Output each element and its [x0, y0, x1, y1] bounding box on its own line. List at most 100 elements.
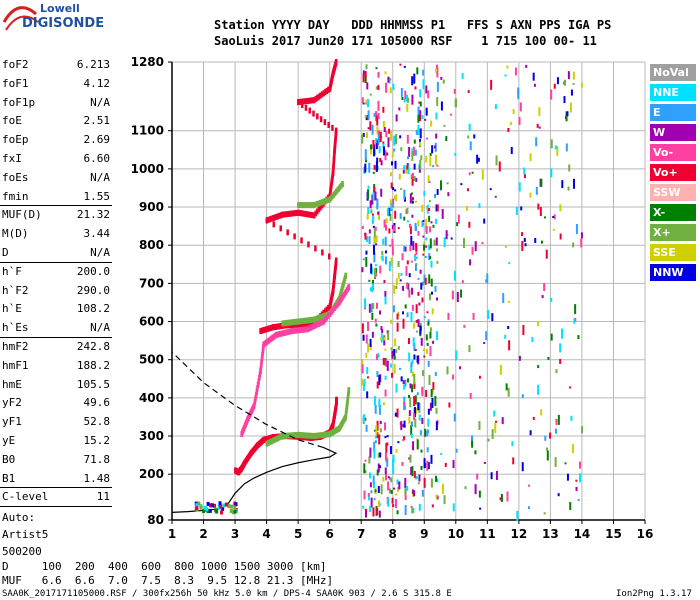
- noise-point: [572, 71, 575, 80]
- noise-point: [543, 216, 546, 219]
- echo-point: [272, 221, 276, 228]
- noise-point: [388, 128, 391, 134]
- echo-point: [253, 399, 257, 406]
- noise-point: [447, 312, 450, 320]
- noise-point: [423, 477, 426, 488]
- param-row-fof1p: foF1p N/A: [2, 96, 110, 114]
- echo-point: [290, 328, 294, 335]
- noise-point: [472, 312, 475, 320]
- noise-point: [446, 182, 449, 185]
- noise-point: [489, 188, 492, 191]
- echo-point: [230, 504, 234, 509]
- echo-point: [222, 503, 226, 508]
- echo-point: [289, 432, 292, 439]
- echo-point: [312, 433, 316, 440]
- echo-point: [316, 315, 319, 322]
- noise-point: [375, 323, 378, 327]
- echo-point: [284, 329, 288, 336]
- echo-point: [306, 202, 310, 209]
- echo-point: [303, 210, 306, 217]
- noise-point: [581, 426, 584, 434]
- echo-point: [292, 327, 295, 334]
- y-tick-label: 1280: [131, 55, 164, 69]
- echo-point: [224, 502, 228, 507]
- noise-point: [414, 149, 417, 156]
- noise-point: [397, 441, 400, 444]
- noise-point: [413, 490, 416, 497]
- noise-point: [382, 402, 385, 406]
- noise-point: [395, 493, 398, 496]
- noise-point: [393, 225, 396, 232]
- noise-point: [469, 259, 472, 266]
- noise-point: [367, 343, 370, 353]
- echo-point: [329, 194, 333, 201]
- echo-point: [323, 431, 327, 438]
- param-row-ye: yE 15.2: [2, 434, 110, 452]
- echo-point: [278, 212, 281, 219]
- noise-point: [412, 508, 415, 514]
- echo-point: [282, 432, 286, 439]
- noise-point: [397, 272, 400, 279]
- noise-point: [550, 89, 553, 100]
- noise-point: [417, 230, 420, 236]
- echo-point: [229, 508, 233, 513]
- echo-point: [308, 432, 311, 439]
- noise-point: [430, 221, 433, 224]
- noise-point: [384, 71, 387, 75]
- noise-point: [455, 448, 458, 453]
- noise-point: [364, 508, 367, 511]
- noise-point: [423, 355, 426, 358]
- noise-point: [430, 389, 433, 398]
- noise-point: [435, 204, 438, 212]
- param-label: hmF1: [2, 358, 29, 372]
- noise-point: [402, 380, 405, 385]
- noise-point: [525, 64, 528, 68]
- noise-point: [420, 465, 423, 470]
- noise-point: [523, 167, 526, 175]
- noise-point: [394, 195, 397, 200]
- noise-point: [410, 361, 413, 367]
- echo-point: [305, 202, 308, 209]
- echo-point: [312, 202, 316, 209]
- noise-point: [387, 331, 390, 340]
- echo-point: [333, 190, 337, 197]
- noise-point: [384, 224, 387, 231]
- noise-point: [382, 357, 385, 365]
- x-tick-label: 4: [262, 527, 270, 541]
- x-tick-label: 2: [199, 527, 207, 541]
- noise-point: [373, 186, 376, 194]
- noise-point: [450, 237, 453, 240]
- noise-point: [393, 355, 396, 360]
- echo-point: [323, 312, 327, 319]
- noise-point: [365, 352, 368, 358]
- noise-point: [552, 216, 555, 219]
- noise-point: [373, 252, 376, 263]
- noise-point: [481, 169, 484, 180]
- echo-point: [297, 209, 300, 216]
- noise-point: [393, 148, 396, 152]
- param-value: 108.2: [76, 302, 110, 316]
- noise-point: [423, 244, 426, 251]
- echo-point: [306, 320, 310, 327]
- noise-point: [419, 325, 422, 335]
- echo-point: [309, 97, 313, 104]
- noise-point: [435, 68, 438, 73]
- noise-point: [391, 152, 394, 158]
- noise-point: [490, 79, 493, 90]
- noise-point: [564, 79, 567, 86]
- echo-point: [292, 210, 295, 217]
- noise-point: [417, 124, 420, 135]
- noise-point: [553, 214, 556, 220]
- noise-point: [395, 349, 398, 354]
- echo-point: [322, 309, 325, 316]
- echo-point: [322, 431, 325, 438]
- param-row-foe: foE 2.51: [2, 114, 110, 132]
- noise-point: [371, 194, 374, 205]
- noise-point: [416, 392, 419, 396]
- noise-point: [539, 206, 542, 216]
- noise-point: [564, 115, 567, 119]
- noise-point: [425, 85, 428, 94]
- noise-point: [375, 355, 378, 361]
- echo-point: [289, 210, 292, 217]
- noise-point: [390, 202, 393, 210]
